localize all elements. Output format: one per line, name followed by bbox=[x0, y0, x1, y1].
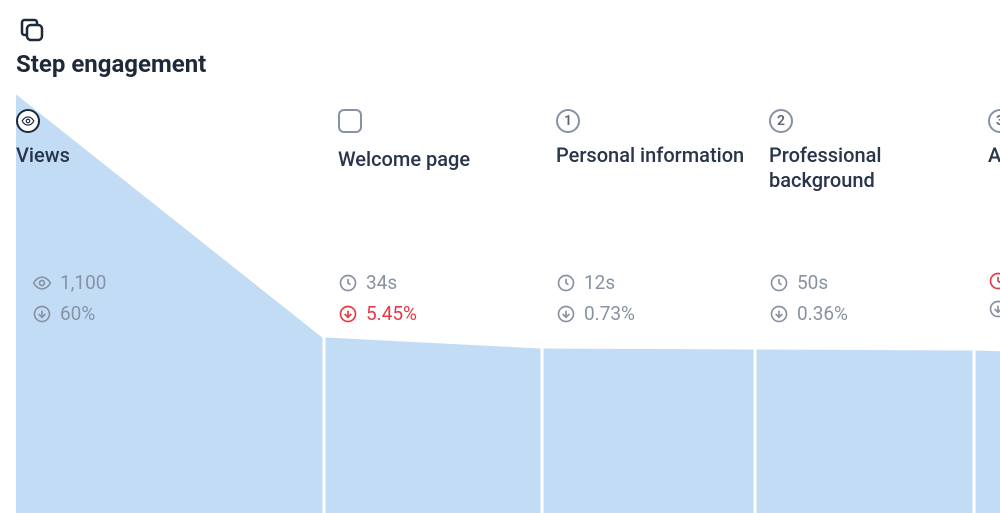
down-icon bbox=[338, 304, 358, 324]
clock-icon bbox=[769, 273, 789, 293]
step-badge: 1 bbox=[556, 109, 580, 133]
metric-drop: 0.73% bbox=[556, 302, 635, 325]
step-metrics bbox=[988, 271, 1000, 327]
metric-time: 34s bbox=[338, 271, 417, 294]
step-label: Professional background bbox=[769, 143, 964, 193]
metric-time: 1,100 bbox=[32, 271, 106, 294]
down-icon bbox=[32, 304, 52, 324]
step-label: Personal information bbox=[556, 143, 745, 168]
down-icon bbox=[988, 299, 1000, 319]
step-column-professional: 2 Professional background 50s 0.36% bbox=[757, 95, 972, 513]
metric-time: 50s bbox=[769, 271, 848, 294]
eye-icon bbox=[32, 273, 52, 293]
step-column-welcome: Welcome page 34s 5.45% bbox=[326, 95, 540, 513]
copy-icon bbox=[17, 15, 47, 45]
down-icon bbox=[556, 304, 576, 324]
metric-time-value: 34s bbox=[366, 271, 397, 294]
metric-time-value: 12s bbox=[584, 271, 615, 294]
step-metrics: 34s 5.45% bbox=[338, 271, 417, 333]
step-column-personal: 1 Personal information 12s 0.73% bbox=[544, 95, 753, 513]
metric-drop bbox=[988, 299, 1000, 319]
step-badge: 2 bbox=[769, 109, 793, 133]
step-column-views: Views 1,100 60% bbox=[16, 95, 322, 513]
step-metrics: 1,100 60% bbox=[32, 271, 106, 333]
metric-drop: 0.36% bbox=[769, 302, 848, 325]
page-title: Step engagement bbox=[16, 50, 206, 78]
metric-drop-value: 0.73% bbox=[584, 302, 635, 325]
metric-time: 12s bbox=[556, 271, 635, 294]
eye-icon bbox=[16, 109, 40, 133]
metric-drop-value: 5.45% bbox=[366, 302, 417, 325]
step-label: Views bbox=[16, 143, 314, 168]
metric-time-value: 50s bbox=[797, 271, 828, 294]
metric-drop-value: 60% bbox=[60, 302, 95, 325]
metric-time bbox=[988, 271, 1000, 291]
step-columns: Views 1,100 60% Welcome page 34s 5.45% 1 Person… bbox=[0, 95, 1000, 513]
metric-drop-value: 0.36% bbox=[797, 302, 848, 325]
step-label: A bbox=[988, 143, 999, 168]
metric-time-value: 1,100 bbox=[60, 271, 106, 294]
clock-icon bbox=[988, 271, 1000, 291]
step-badge: 3 bbox=[988, 109, 1000, 133]
step-metrics: 50s 0.36% bbox=[769, 271, 848, 333]
step-metrics: 12s 0.73% bbox=[556, 271, 635, 333]
step-column-cut: 3A bbox=[976, 95, 1000, 513]
clock-icon bbox=[338, 273, 358, 293]
step-badge bbox=[338, 109, 362, 133]
metric-drop: 60% bbox=[32, 302, 106, 325]
metric-drop: 5.45% bbox=[338, 302, 417, 325]
down-icon bbox=[769, 304, 789, 324]
clock-icon bbox=[556, 273, 576, 293]
step-label: Welcome page bbox=[338, 147, 532, 172]
